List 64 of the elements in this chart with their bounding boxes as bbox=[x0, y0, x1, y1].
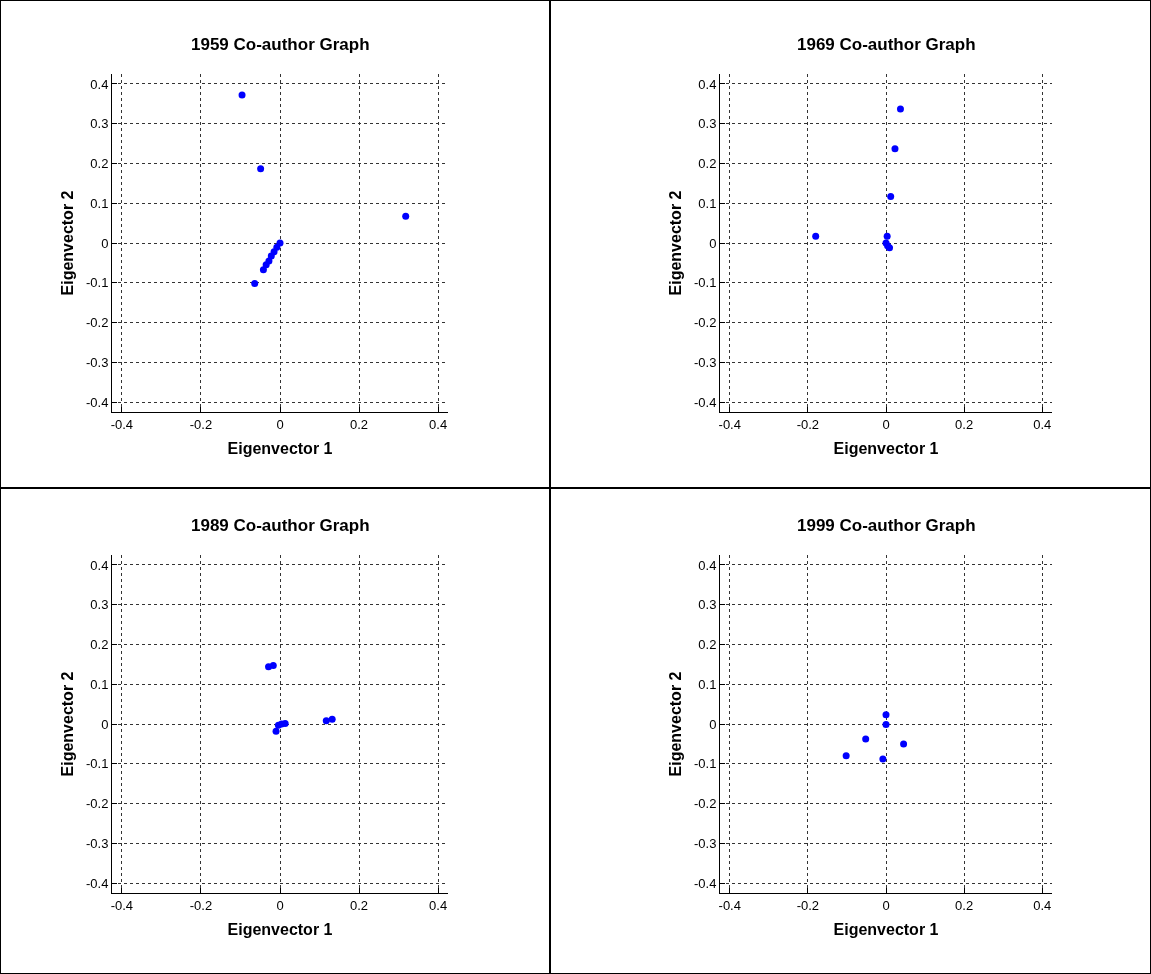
y-axis-title: Eigenvector 2 bbox=[666, 190, 684, 296]
x-tick-label: 0 bbox=[276, 897, 284, 913]
x-tick-label: -0.2 bbox=[796, 416, 820, 432]
y-tick-label: -0.2 bbox=[693, 796, 717, 812]
y-tick-label: -0.3 bbox=[85, 354, 109, 370]
x-axis-title: Eigenvector 1 bbox=[227, 440, 333, 458]
y-tick-label: 0.3 bbox=[698, 116, 717, 132]
x-axis-title: Eigenvector 1 bbox=[227, 921, 333, 939]
y-tick-label: -0.4 bbox=[85, 394, 109, 410]
x-tick-label: -0.2 bbox=[796, 897, 820, 913]
y-tick-label: 0.2 bbox=[90, 156, 109, 172]
y-tick-label: 0.4 bbox=[698, 557, 717, 573]
y-tick-label: 0 bbox=[101, 235, 109, 251]
y-tick-label: -0.1 bbox=[85, 275, 109, 291]
y-tick-label: 0.4 bbox=[90, 76, 109, 92]
y-tick-label: -0.1 bbox=[693, 275, 717, 291]
y-tick-label: 0.1 bbox=[90, 195, 109, 211]
x-axis-title: Eigenvector 1 bbox=[833, 440, 939, 458]
y-tick-label: -0.3 bbox=[693, 354, 717, 370]
y-axis-title: Eigenvector 2 bbox=[666, 671, 684, 777]
y-tick-label: -0.2 bbox=[85, 796, 109, 812]
chart-title: 1969 Co-author Graph bbox=[797, 35, 976, 54]
y-tick-label: -0.2 bbox=[693, 315, 717, 331]
y-axis-title: Eigenvector 2 bbox=[58, 190, 76, 296]
y-tick-label: 0.1 bbox=[90, 676, 109, 692]
x-tick-label: 0.2 bbox=[955, 416, 974, 432]
chart-title: 1989 Co-author Graph bbox=[191, 516, 370, 535]
chart-title: 1999 Co-author Graph bbox=[797, 516, 976, 535]
y-tick-label: 0.1 bbox=[698, 676, 717, 692]
y-tick-label: 0.3 bbox=[90, 116, 109, 132]
y-tick-label: 0.3 bbox=[90, 597, 109, 613]
y-tick-label: 0.1 bbox=[698, 195, 717, 211]
y-tick-label: 0.4 bbox=[698, 76, 717, 92]
y-tick-label: -0.2 bbox=[85, 315, 109, 331]
y-tick-label: -0.4 bbox=[85, 875, 109, 891]
y-tick-label: -0.1 bbox=[85, 756, 109, 772]
y-tick-label: -0.3 bbox=[693, 835, 717, 851]
chart-title: 1959 Co-author Graph bbox=[191, 35, 370, 54]
y-tick-label: 0 bbox=[709, 235, 717, 251]
y-tick-label: 0.3 bbox=[698, 597, 717, 613]
x-axis-title: Eigenvector 1 bbox=[833, 921, 939, 939]
x-tick-label: 0.2 bbox=[350, 416, 369, 432]
y-axis-title: Eigenvector 2 bbox=[58, 671, 76, 777]
x-tick-label: 0 bbox=[882, 416, 890, 432]
y-tick-label: 0 bbox=[709, 716, 717, 732]
x-tick-label: 0.4 bbox=[429, 897, 448, 913]
x-tick-label: -0.2 bbox=[189, 897, 213, 913]
x-tick-label: 0 bbox=[882, 897, 890, 913]
y-tick-label: 0.2 bbox=[698, 637, 717, 653]
x-tick-label: 0.4 bbox=[1033, 416, 1052, 432]
y-tick-label: 0 bbox=[101, 716, 109, 732]
x-tick-label: 0 bbox=[276, 416, 284, 432]
y-tick-label: 0.2 bbox=[698, 156, 717, 172]
y-tick-label: -0.4 bbox=[693, 875, 717, 891]
y-tick-label: 0.4 bbox=[90, 557, 109, 573]
y-tick-label: -0.4 bbox=[693, 394, 717, 410]
x-tick-label: 0.2 bbox=[350, 897, 369, 913]
y-tick-label: 0.2 bbox=[90, 637, 109, 653]
x-tick-label: 0.2 bbox=[955, 897, 974, 913]
y-tick-label: -0.1 bbox=[693, 756, 717, 772]
x-tick-label: 0.4 bbox=[429, 416, 448, 432]
y-tick-label: -0.3 bbox=[85, 835, 109, 851]
x-tick-label: 0.4 bbox=[1033, 897, 1052, 913]
x-tick-label: -0.2 bbox=[189, 416, 213, 432]
